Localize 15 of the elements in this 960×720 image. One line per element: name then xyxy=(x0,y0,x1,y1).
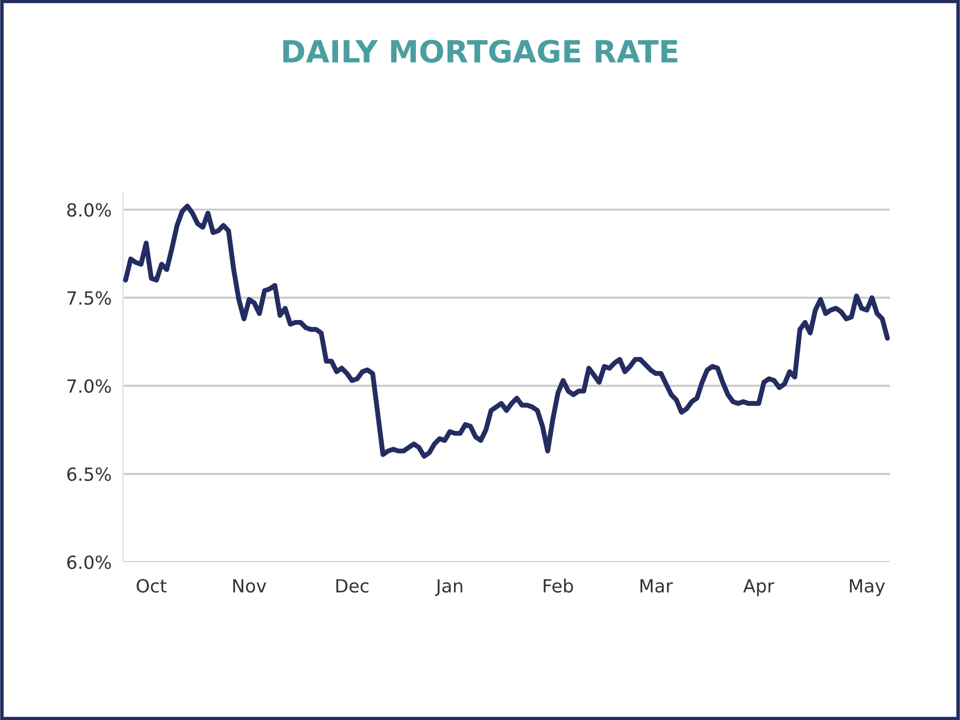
x-tick-label: Mar xyxy=(640,579,673,593)
x-tick-label: Nov xyxy=(233,579,266,593)
y-tick-label: 6.0% xyxy=(67,555,111,570)
x-tick-label: Jan xyxy=(435,579,462,596)
chart-title: DAILY MORTGAGE RATE xyxy=(283,40,678,63)
x-tick-label: Oct xyxy=(136,578,166,593)
y-tick-label: 7.0% xyxy=(68,379,111,393)
x-tick-label: May xyxy=(850,579,885,596)
y-tick-label: 8.0% xyxy=(67,203,111,217)
line-series xyxy=(123,204,890,459)
y-tick-label: 7.5% xyxy=(68,291,111,305)
x-tick-label: Apr xyxy=(743,579,774,596)
x-tick-label: Dec xyxy=(336,579,368,593)
y-tick-label: 6.5% xyxy=(67,467,111,482)
x-tick-label: Feb xyxy=(544,578,573,593)
